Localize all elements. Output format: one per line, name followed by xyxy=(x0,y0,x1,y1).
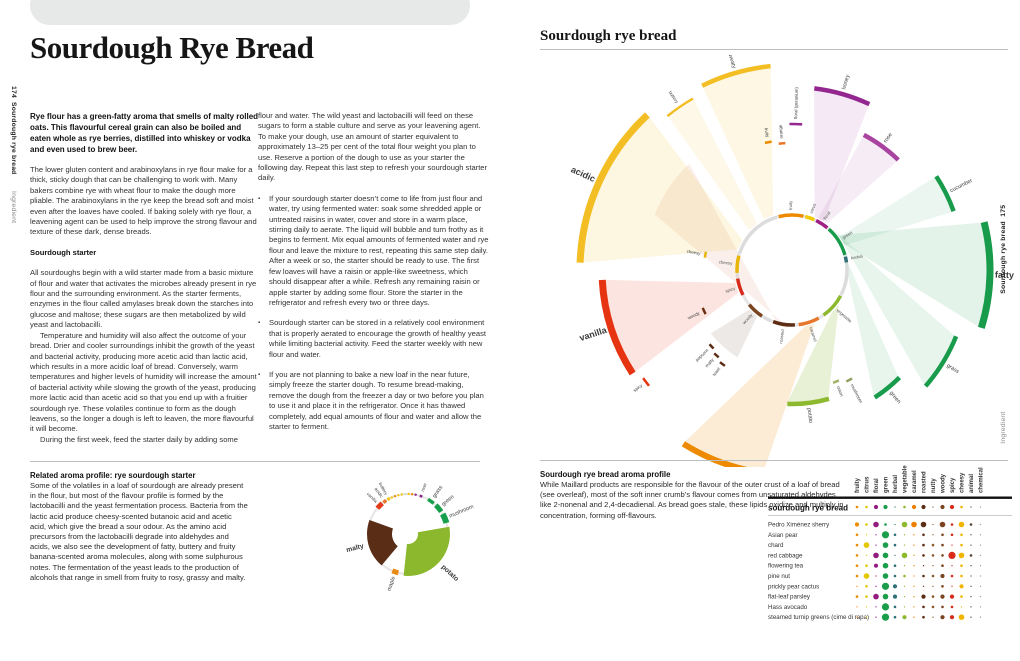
svg-text:malty: malty xyxy=(704,357,715,369)
svg-text:potato: potato xyxy=(440,564,460,583)
svg-text:cheesy: cheesy xyxy=(719,259,734,265)
margin-section-label: Ingredient xyxy=(1000,411,1007,444)
svg-text:roasted: roasted xyxy=(922,471,928,493)
bullet-paragraph: Sourdough starter can be stored in a rel… xyxy=(258,318,489,360)
svg-text:rose: rose xyxy=(883,132,894,144)
svg-text:roasted: roasted xyxy=(778,328,785,344)
svg-text:sweaty: sweaty xyxy=(726,55,737,69)
pairing-matrix-chart: fruity citrus floral green herbal vegetable ca… xyxy=(768,460,1012,630)
starter-aroma-wheel-chart: vanilla acidic buttery rose grass green mushro… xyxy=(318,470,490,605)
left-page-margin: 174 Sourdough rye bread Ingredient xyxy=(10,86,17,223)
bullet-paragraph: If your sourdough starter doesn’t come t… xyxy=(258,194,489,308)
svg-text:caramel: caramel xyxy=(809,326,818,342)
svg-text:fatty: fatty xyxy=(995,270,1014,280)
svg-text:mushroom: mushroom xyxy=(850,383,864,404)
svg-text:prickly pear cactus: prickly pear cactus xyxy=(768,583,819,590)
svg-text:fruity: fruity xyxy=(788,200,793,210)
section-heading: Sourdough starter xyxy=(30,247,97,257)
svg-text:toast: toast xyxy=(711,366,721,377)
svg-text:green: green xyxy=(888,390,902,405)
decorative-header-tab xyxy=(30,0,470,25)
intro-paragraph: Rye flour has a green-fatty aroma that s… xyxy=(30,112,259,154)
svg-text:cheesy: cheesy xyxy=(960,472,966,493)
svg-text:onion: onion xyxy=(836,385,845,397)
svg-text:herbal: herbal xyxy=(893,475,899,493)
svg-text:buttery: buttery xyxy=(668,90,680,105)
svg-text:green: green xyxy=(441,494,456,508)
svg-text:spicy: spicy xyxy=(725,286,737,294)
svg-text:malty: malty xyxy=(346,543,365,554)
svg-text:steamed turnip greens (cime di: steamed turnip greens (cime di rapa) xyxy=(768,614,869,621)
svg-text:acidic: acidic xyxy=(570,164,597,184)
svg-text:pine nut: pine nut xyxy=(768,573,790,580)
page-number: 175 xyxy=(1000,205,1007,217)
page-title: Sourdough Rye Bread xyxy=(30,30,314,65)
right-page-title: Sourdough rye bread xyxy=(540,28,677,44)
margin-chapter-title: Sourdough rye bread xyxy=(1000,220,1007,294)
body-paragraph: All sourdoughs begin with a wild starter… xyxy=(30,268,257,330)
svg-text:animal: animal xyxy=(969,474,975,493)
svg-text:caramel: caramel xyxy=(912,470,918,493)
svg-text:vegetable: vegetable xyxy=(836,308,854,324)
svg-text:red cabbage: red cabbage xyxy=(768,552,803,559)
body-paragraph: During the first week, feed the starter … xyxy=(40,434,238,444)
svg-text:sourdough rye bread: sourdough rye bread xyxy=(768,504,848,513)
aroma-profile-body: While Maillard products are responsible … xyxy=(540,480,844,520)
svg-text:floral: floral xyxy=(874,478,880,493)
related-aroma-body: Some of the volatiles in a loaf of sourd… xyxy=(30,481,248,582)
svg-text:Pedro Ximénez sherry: Pedro Ximénez sherry xyxy=(768,522,830,529)
svg-text:rose: rose xyxy=(420,482,428,492)
svg-text:chemical: chemical xyxy=(979,467,985,493)
bullet-paragraph: If you are not planning to bake a new lo… xyxy=(258,370,489,432)
svg-text:woody: woody xyxy=(687,310,701,320)
svg-text:herbal: herbal xyxy=(850,253,863,260)
body-paragraph: flour and water. The wild yeast and lact… xyxy=(258,111,488,183)
svg-text:nutty: nutty xyxy=(931,478,937,493)
svg-text:cheesy: cheesy xyxy=(686,249,701,256)
margin-section-label: Ingredient xyxy=(10,190,17,223)
right-page-margin: Ingredient Sourdough rye bread 175 xyxy=(1000,205,1007,444)
svg-text:flat-leaf parsley: flat-leaf parsley xyxy=(768,594,811,601)
text-column-1: Rye flour has a green-fatty aroma that s… xyxy=(30,111,259,445)
aroma-profile-section: Sourdough rye bread aroma profile While … xyxy=(540,460,1008,521)
svg-text:Hass avocado: Hass avocado xyxy=(768,604,808,611)
svg-text:cucumber: cucumber xyxy=(949,178,973,194)
svg-text:grass: grass xyxy=(945,363,960,375)
svg-text:floral (geranium): floral (geranium) xyxy=(793,86,799,119)
svg-text:vanilla: vanilla xyxy=(578,325,609,343)
svg-text:orange: orange xyxy=(778,124,784,139)
margin-chapter-title: Sourdough rye bread xyxy=(10,101,17,175)
aroma-wheel-chart: fruity citrus floral green herbal vegetable ca… xyxy=(530,51,1020,487)
body-paragraph: The lower gluten content and arabinoxyla… xyxy=(30,165,257,237)
svg-text:vegetable: vegetable xyxy=(903,465,909,493)
svg-text:chard: chard xyxy=(768,542,784,549)
svg-text:citrus: citrus xyxy=(865,476,871,493)
svg-text:mushroom: mushroom xyxy=(448,504,475,520)
svg-text:potato: potato xyxy=(806,408,814,424)
aroma-profile-heading: Sourdough rye bread aroma profile xyxy=(540,470,671,479)
svg-text:maple: maple xyxy=(387,576,397,592)
related-aroma-profile-section: Related aroma profile: rye sourdough sta… xyxy=(30,461,480,583)
page-number: 174 xyxy=(10,86,17,98)
svg-text:woody: woody xyxy=(941,473,947,494)
svg-text:grass: grass xyxy=(432,484,445,499)
svg-text:citrus: citrus xyxy=(809,203,817,214)
related-aroma-heading: Related aroma profile: rye sourdough sta… xyxy=(30,471,196,480)
svg-text:Asian pear: Asian pear xyxy=(768,532,798,539)
svg-text:honey: honey xyxy=(841,74,851,90)
svg-text:acidic: acidic xyxy=(374,487,385,500)
svg-text:buttery: buttery xyxy=(378,482,389,497)
svg-text:flowering tea: flowering tea xyxy=(768,563,804,570)
svg-text:floral: floral xyxy=(822,210,831,221)
svg-text:green: green xyxy=(841,230,853,240)
svg-text:spicy: spicy xyxy=(950,477,956,493)
title-rule xyxy=(540,49,1008,50)
svg-text:fruity: fruity xyxy=(764,127,771,138)
svg-text:fruity: fruity xyxy=(855,477,861,493)
text-column-2: flour and water. The wild yeast and lact… xyxy=(258,111,489,442)
svg-text:spicy: spicy xyxy=(632,382,644,393)
svg-text:green: green xyxy=(884,476,890,493)
body-paragraph: Temperature and humidity will also affec… xyxy=(30,330,257,434)
